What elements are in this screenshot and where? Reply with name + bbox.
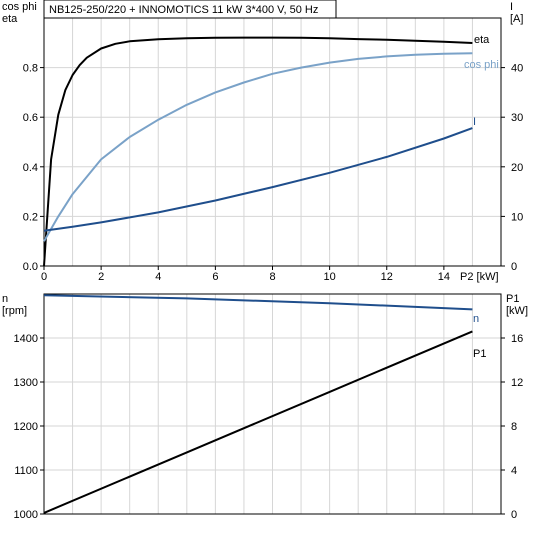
y-left-tick-label: 0.0 [23, 261, 38, 273]
y-left-tick-label: 0.2 [23, 211, 38, 223]
x-tick-label: 0 [41, 271, 47, 283]
y-right-axis-label: [kW] [506, 305, 528, 317]
plot-frame [43, 293, 502, 515]
x-axis-label: P2 [kW] [460, 271, 499, 283]
series-label-eta: eta [474, 34, 490, 46]
y-left-axis-label: n [2, 293, 8, 305]
y-left-tick-label: 1000 [14, 509, 38, 521]
y-right-tick-label: 0 [511, 509, 517, 521]
y-left-tick-label: 0.8 [23, 63, 38, 75]
series-label-I: I [473, 116, 476, 128]
series-line-P1 [43, 330, 473, 514]
y-left-axis-label: [rpm] [2, 305, 27, 317]
y-left-tick-label: 1200 [14, 421, 38, 433]
y-right-tick-label: 4 [511, 465, 517, 477]
y-right-tick-label: 8 [511, 421, 517, 433]
x-tick-label: 10 [324, 271, 336, 283]
x-tick-label: 6 [212, 271, 218, 283]
y-right-tick-label: 12 [511, 377, 523, 389]
y-left-tick-label: 1400 [14, 333, 38, 345]
y-right-axis-label: [A] [510, 13, 523, 25]
y-left-tick-label: 1100 [14, 465, 38, 477]
x-tick-label: 4 [155, 271, 161, 283]
x-tick-label: 12 [381, 271, 393, 283]
y-right-tick-label: 30 [511, 112, 523, 124]
chart-title: NB125-250/220 + INNOMOTICS 11 kW 3*400 V… [49, 4, 318, 16]
y-right-tick-label: 0 [511, 261, 517, 273]
y-left-axis-label: cos phi [2, 1, 37, 13]
y-right-axis-label: I [510, 1, 513, 13]
series-label-P1: P1 [473, 348, 486, 360]
x-tick-label: 14 [438, 271, 450, 283]
y-right-tick-label: 10 [511, 211, 523, 223]
y-left-axis-label: eta [2, 13, 18, 25]
y-right-tick-label: 40 [511, 63, 523, 75]
title-box [43, 0, 337, 19]
series-label-n: n [473, 313, 479, 325]
x-tick-label: 2 [98, 271, 104, 283]
y-left-tick-label: 0.6 [23, 112, 38, 124]
series-line-eta [43, 36, 473, 267]
y-right-tick-label: 20 [511, 162, 523, 174]
x-tick-label: 8 [269, 271, 275, 283]
y-left-tick-label: 1300 [14, 377, 38, 389]
series-line-I [43, 127, 473, 232]
y-right-tick-label: 16 [511, 333, 523, 345]
series-line-n [43, 294, 473, 311]
series-line-cos-phi [43, 52, 473, 242]
y-left-tick-label: 0.4 [23, 162, 38, 174]
series-label-cos-phi: cos phi [464, 59, 499, 71]
y-right-axis-label: P1 [506, 293, 519, 305]
